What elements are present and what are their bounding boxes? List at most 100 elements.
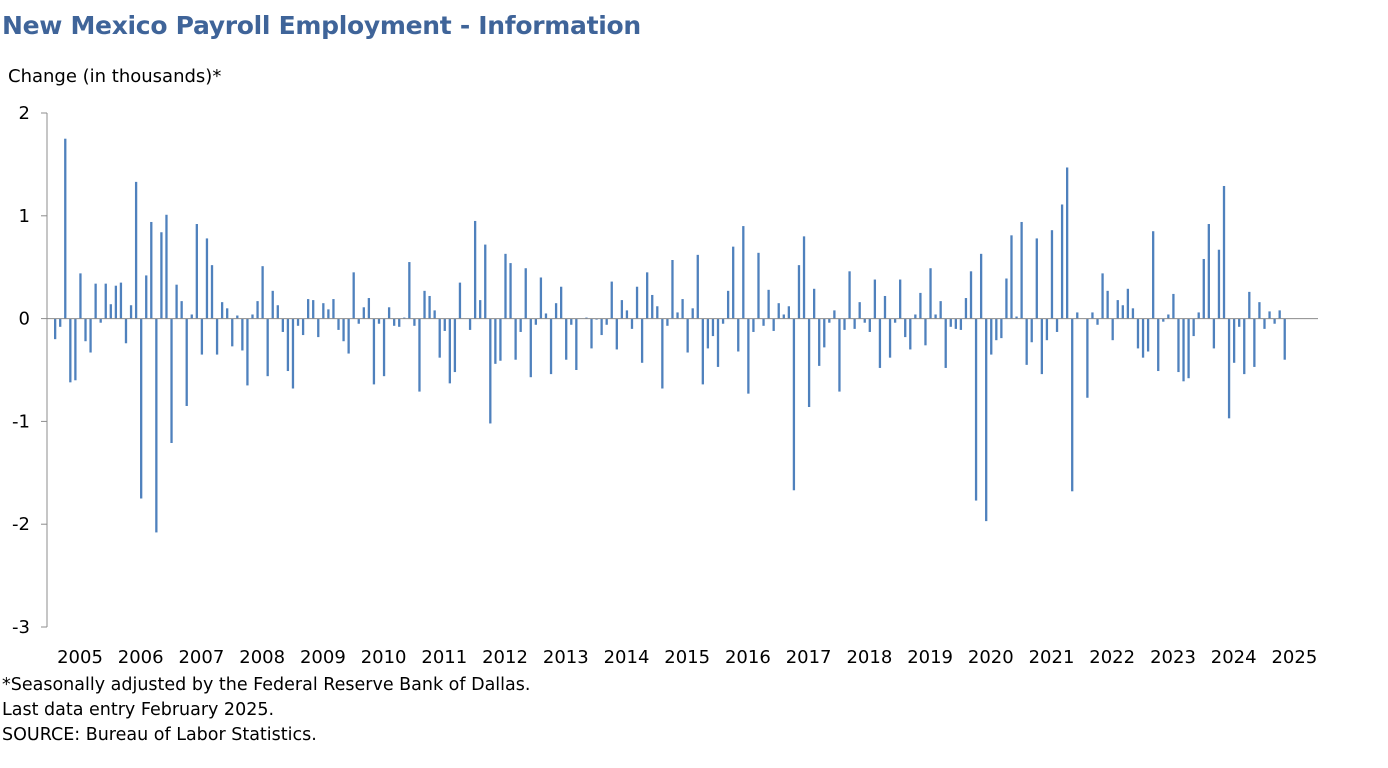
- bar: [899, 279, 902, 319]
- bar: [332, 299, 335, 319]
- bar: [382, 318, 386, 377]
- bar: [1248, 291, 1251, 319]
- bar: [271, 290, 274, 319]
- bar: [949, 318, 952, 327]
- footnote-seasonal: *Seasonally adjusted by the Federal Rese…: [2, 675, 531, 695]
- bar: [742, 226, 745, 319]
- bar: [1227, 318, 1231, 419]
- bar: [671, 260, 674, 319]
- bar: [585, 317, 588, 319]
- bar: [848, 271, 851, 319]
- x-tick-label: 2019: [907, 647, 953, 668]
- bar: [904, 318, 907, 338]
- bar: [180, 301, 183, 319]
- bar: [595, 318, 598, 320]
- bar: [964, 298, 968, 319]
- bar: [1121, 305, 1124, 319]
- bar: [165, 214, 168, 319]
- bar: [473, 220, 477, 319]
- bar: [1177, 318, 1180, 373]
- bar: [84, 318, 87, 342]
- footnote-source: SOURCE: Bureau of Labor Statistics.: [2, 725, 317, 745]
- bar: [281, 318, 284, 332]
- bar: [868, 318, 871, 332]
- bar: [646, 272, 649, 319]
- bar: [403, 317, 406, 319]
- bar: [534, 318, 537, 325]
- bar: [1045, 318, 1049, 341]
- bar: [210, 265, 214, 319]
- bar: [858, 302, 861, 319]
- bar: [549, 318, 553, 375]
- bar: [1050, 230, 1054, 319]
- bar: [767, 289, 770, 319]
- x-tick-label: 2007: [178, 647, 224, 668]
- bar: [747, 318, 750, 394]
- bar: [1238, 318, 1241, 327]
- x-tick-label: 2018: [846, 647, 892, 668]
- bar: [352, 272, 355, 319]
- bar: [802, 236, 806, 319]
- bar: [236, 315, 239, 319]
- bar: [615, 318, 618, 350]
- bar: [362, 307, 365, 319]
- bar: [706, 318, 710, 349]
- x-tick-label: 2009: [300, 647, 346, 668]
- bar: [322, 303, 325, 319]
- bar: [499, 318, 502, 361]
- bar: [934, 314, 937, 319]
- bar: [514, 318, 517, 360]
- y-tick-label: 1: [19, 206, 30, 227]
- bar: [145, 275, 148, 319]
- bar: [150, 221, 153, 319]
- bar: [651, 294, 654, 319]
- bar: [1060, 204, 1064, 319]
- bar: [944, 318, 947, 368]
- bar: [220, 302, 224, 319]
- bar: [1232, 318, 1236, 363]
- bar: [54, 318, 57, 340]
- y-tick-label: -1: [12, 411, 30, 432]
- bar: [195, 224, 198, 319]
- bar: [1076, 312, 1079, 319]
- bar: [939, 301, 942, 319]
- x-tick-label: 2011: [421, 647, 467, 668]
- bar: [408, 262, 411, 319]
- bar: [1273, 318, 1276, 324]
- x-tick-label: 2022: [1089, 647, 1135, 668]
- bar: [985, 318, 988, 522]
- bar: [1010, 235, 1013, 319]
- bar: [109, 304, 112, 319]
- x-axis: 2005 2006 2007 2008 2009 2010 2011 2012 2013 2014…: [47, 318, 1318, 668]
- bar: [701, 318, 704, 385]
- bar: [94, 283, 97, 319]
- bar: [185, 318, 188, 406]
- bar: [261, 266, 264, 319]
- bar: [1015, 316, 1018, 319]
- bar: [1141, 318, 1145, 358]
- bar: [529, 318, 532, 378]
- bar: [312, 300, 315, 319]
- bar: [301, 318, 305, 336]
- y-tick-label: -3: [12, 617, 30, 638]
- bar: [544, 313, 548, 319]
- bar: [484, 244, 487, 319]
- bar: [1187, 318, 1190, 379]
- bar: [1146, 318, 1150, 352]
- bar: [423, 290, 426, 319]
- bar: [276, 305, 279, 319]
- bar: [428, 295, 431, 319]
- bar: [691, 308, 694, 319]
- bar: [1258, 302, 1261, 319]
- bar: [1217, 249, 1221, 319]
- bar: [893, 318, 897, 323]
- bar: [494, 318, 497, 364]
- bar: [610, 281, 613, 319]
- bar: [1040, 318, 1043, 375]
- bar: [1192, 318, 1195, 337]
- bar: [1162, 318, 1165, 322]
- bar: [124, 318, 128, 344]
- bar: [995, 318, 998, 341]
- bar: [453, 318, 457, 373]
- bar: [823, 318, 826, 348]
